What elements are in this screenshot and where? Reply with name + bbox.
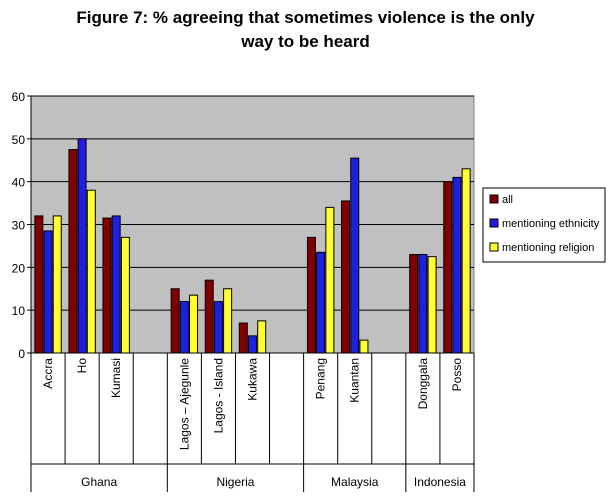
x-tick-label: Lagos - Island	[211, 358, 225, 433]
chart-title-line-1: Figure 7: % agreeing that sometimes viol…	[76, 8, 535, 27]
bar	[86, 189, 96, 354]
x-tick-label: Lagos – Ajegunle	[177, 358, 191, 450]
bar	[68, 149, 78, 354]
group-label: Nigeria	[216, 475, 254, 489]
x-tick-label: Kukawa	[246, 358, 260, 401]
chart-title-line-2: way to be heard	[241, 32, 370, 51]
legend-box	[482, 187, 606, 263]
x-tick-label: Posso	[450, 358, 464, 392]
bar	[77, 138, 87, 354]
bar	[418, 253, 428, 354]
bar	[306, 236, 316, 354]
x-tick-label: Kuantan	[348, 358, 362, 403]
bar	[409, 253, 419, 354]
axes: 0 10 20 30 40 50 60 Accra Ho Kumasi Lagos – Ajegun…	[12, 90, 475, 492]
group-label: Malaysia	[331, 475, 379, 489]
x-tick-label: Accra	[41, 358, 55, 389]
bar	[179, 301, 189, 354]
group-label: Ghana	[81, 475, 117, 489]
bar	[238, 322, 248, 354]
bar	[189, 294, 199, 354]
bar	[43, 230, 53, 354]
bar	[359, 339, 369, 354]
bar	[350, 157, 360, 354]
legend-label: mentioning religion	[502, 242, 594, 254]
legend-label: all	[502, 194, 513, 206]
bar	[461, 168, 471, 354]
bar	[427, 256, 437, 354]
bars	[34, 138, 471, 354]
legend: all mentioning ethnicity mentioning religi…	[482, 187, 606, 263]
group-label: Indonesia	[414, 475, 466, 489]
bar	[223, 288, 233, 354]
bar	[248, 335, 257, 354]
chart-title: Figure 7: % agreeing that sometimes viol…	[0, 6, 611, 54]
bar	[52, 215, 62, 354]
bar	[111, 215, 121, 354]
bar	[443, 181, 453, 354]
y-tick-label: 20	[12, 261, 26, 275]
x-tick-label: Ho	[75, 358, 89, 374]
bar	[257, 320, 267, 354]
bar	[34, 215, 44, 354]
bar	[170, 288, 180, 354]
legend-swatch	[489, 194, 499, 204]
y-tick-label: 10	[12, 304, 26, 318]
bar	[102, 217, 112, 354]
bar	[213, 301, 223, 354]
y-tick-label: 40	[12, 176, 26, 190]
bar	[341, 200, 351, 354]
x-tick-label: Donggala	[416, 358, 430, 410]
legend-swatch	[489, 218, 499, 228]
legend-label: mentioning ethnicity	[502, 218, 600, 230]
bar	[452, 176, 462, 354]
y-tick-label: 0	[18, 347, 25, 361]
y-tick-label: 50	[12, 133, 26, 147]
x-tick-label: Kumasi	[109, 358, 123, 398]
bar	[325, 206, 335, 354]
bar	[316, 251, 326, 354]
bar	[204, 279, 214, 354]
y-tick-label: 60	[12, 90, 26, 104]
y-tick-label: 30	[12, 219, 26, 233]
legend-swatch	[489, 242, 499, 252]
x-tick-label: Penang	[314, 358, 328, 399]
bar	[120, 236, 130, 354]
